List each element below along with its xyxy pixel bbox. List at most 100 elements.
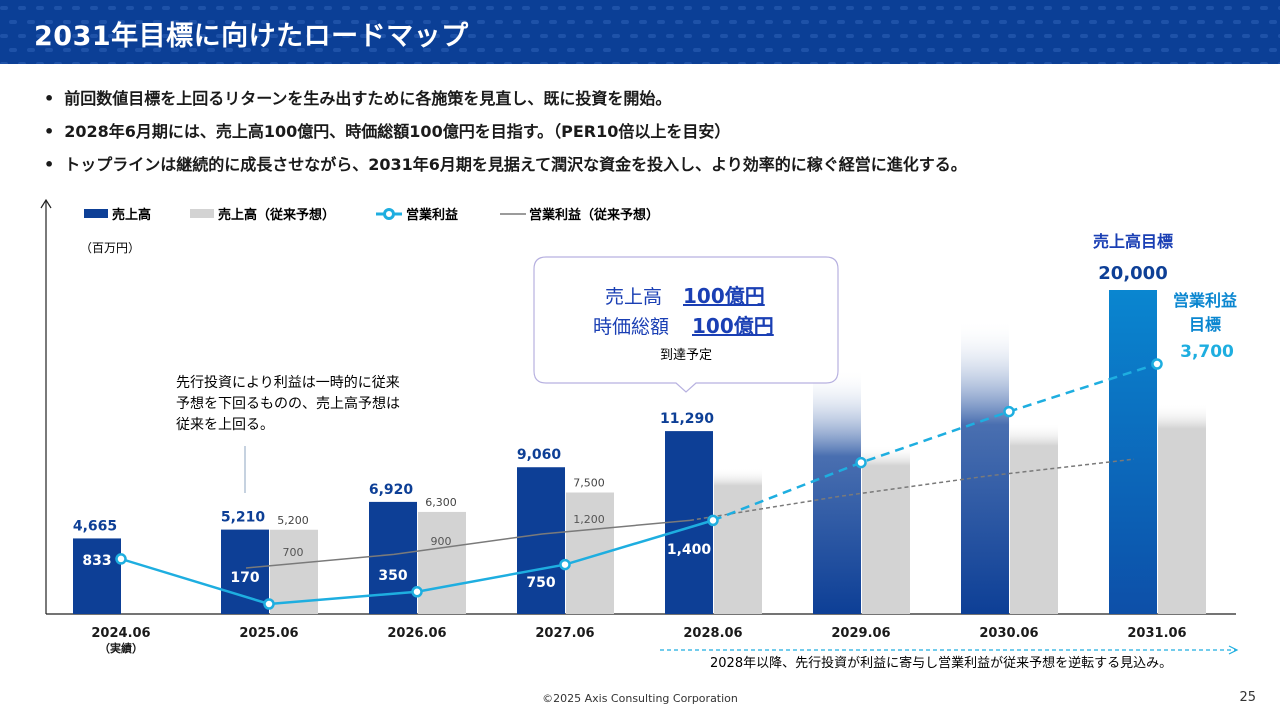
header-pattern-dot [252,62,260,64]
header-pattern-dot [702,34,710,38]
header-pattern-dot [342,62,350,64]
header-pattern-dot [207,20,215,24]
header-pattern-dot [963,20,971,24]
header-pattern-dot [90,62,98,64]
header-pattern-dot [666,6,674,10]
callout-note: 到達予定 [660,348,712,363]
header-pattern-dot [387,48,395,52]
header-pattern-dot [486,34,494,38]
x-tick-label: 2027.06 [535,626,594,641]
header-pattern-dot [684,6,692,10]
header-pattern-dot [135,48,143,52]
header-pattern-dot [936,34,944,38]
header-pattern-dot [774,62,782,64]
header-pattern-dot [135,20,143,24]
header-pattern-dot [1098,62,1106,64]
header-pattern-dot [504,6,512,10]
header-pattern-dot [288,6,296,10]
op-value-label: 750 [526,575,555,591]
sales-bar [961,322,1009,614]
x-tick-label: 2031.06 [1127,626,1186,641]
header-pattern-dot [162,62,170,64]
header-pattern-dot [738,34,746,38]
sales-bar [1109,290,1157,614]
header-pattern-dot [108,62,116,64]
header-pattern-dot [648,6,656,10]
header-pattern-dot [171,20,179,24]
header-pattern-dot [144,34,152,38]
header-pattern-dot [477,20,485,24]
header-pattern-dot [1233,48,1241,52]
header-pattern-dot [1251,48,1259,52]
header-pattern-dot [207,48,215,52]
callout-sales-value: 100億円 [683,284,765,308]
header-pattern-dot [1080,62,1088,64]
header-pattern-dot [675,48,683,52]
bullet-item: 2028年6月期には、売上高100億円、時価総額100億円を目指す。（PER10… [44,115,967,148]
header-pattern-dot [1143,48,1151,52]
header-pattern-dot [1116,6,1124,10]
header-pattern-dot [1035,48,1043,52]
header-pattern-dot [504,62,512,64]
header-pattern-dot [1125,48,1133,52]
x-tick-label: 2025.06 [239,626,298,641]
prev-op-line [245,519,691,569]
header-pattern-dot [126,6,134,10]
header-pattern-dot [234,34,242,38]
header-pattern-dot [855,20,863,24]
header-pattern-dot [666,34,674,38]
header-pattern-dot [540,6,548,10]
header-pattern-dot [666,62,674,64]
header-pattern-dot [639,48,647,52]
prev-sales-value-label: 7,500 [573,477,605,490]
x-tick-sublabel: （実績） [99,641,143,655]
bar-group [73,290,1206,614]
header-pattern-dot [108,34,116,38]
header-pattern-dot [396,62,404,64]
header-pattern-dot [1206,6,1214,10]
header-pattern-dot [963,48,971,52]
header-pattern-dot [1224,62,1232,64]
header-pattern-dot [9,20,17,24]
header-pattern-dot [630,62,638,64]
header-pattern-dot [396,6,404,10]
prev-sales-bar [1010,422,1058,614]
header-pattern-dot [711,48,719,52]
header-pattern-dot [0,34,8,38]
header-pattern-dot [918,6,926,10]
legend-swatch-sales [84,209,108,218]
header-pattern-dot [855,48,863,52]
bullet-item: 前回数値目標を上回るリターンを生み出すために各施策を見直し、既に投資を開始。 [44,82,967,115]
bottom-note: 2028年以降、先行投資が利益に寄与し営業利益が従来予想を逆転する見込み。 [710,655,1172,671]
header-pattern-dot [1098,6,1106,10]
header-pattern-dot [882,62,890,64]
header-pattern-dot [540,34,548,38]
header-pattern-dot [1017,20,1025,24]
header-pattern-dot [369,20,377,24]
header-pattern-dot [333,20,341,24]
header-pattern-dot [873,20,881,24]
header-pattern-dot [1197,20,1205,24]
header-pattern-dot [756,62,764,64]
header-pattern-dot [585,48,593,52]
header-pattern-dot [54,34,62,38]
op-value-label: 3,700 [1180,342,1234,362]
x-tick-label: 2026.06 [387,626,446,641]
header-pattern-dot [117,20,125,24]
header-pattern-dot [765,48,773,52]
header-pattern-dot [18,6,26,10]
prev-sales-bar [862,445,910,614]
header-pattern-dot [1188,62,1196,64]
header-pattern-dot [846,62,854,64]
header-pattern-dot [864,6,872,10]
header-pattern-dot [513,48,521,52]
header-pattern-dot [153,20,161,24]
header-pattern-dot [216,62,224,64]
header-pattern-dot [468,62,476,64]
header-pattern-dot [1107,48,1115,52]
bullet-list: 前回数値目標を上回るリターンを生み出すために各施策を見直し、既に投資を開始。 2… [44,82,967,181]
header-pattern-dot [738,62,746,64]
op-profit-marker [263,598,275,610]
header-pattern-dot [504,34,512,38]
header-pattern-dot [414,34,422,38]
